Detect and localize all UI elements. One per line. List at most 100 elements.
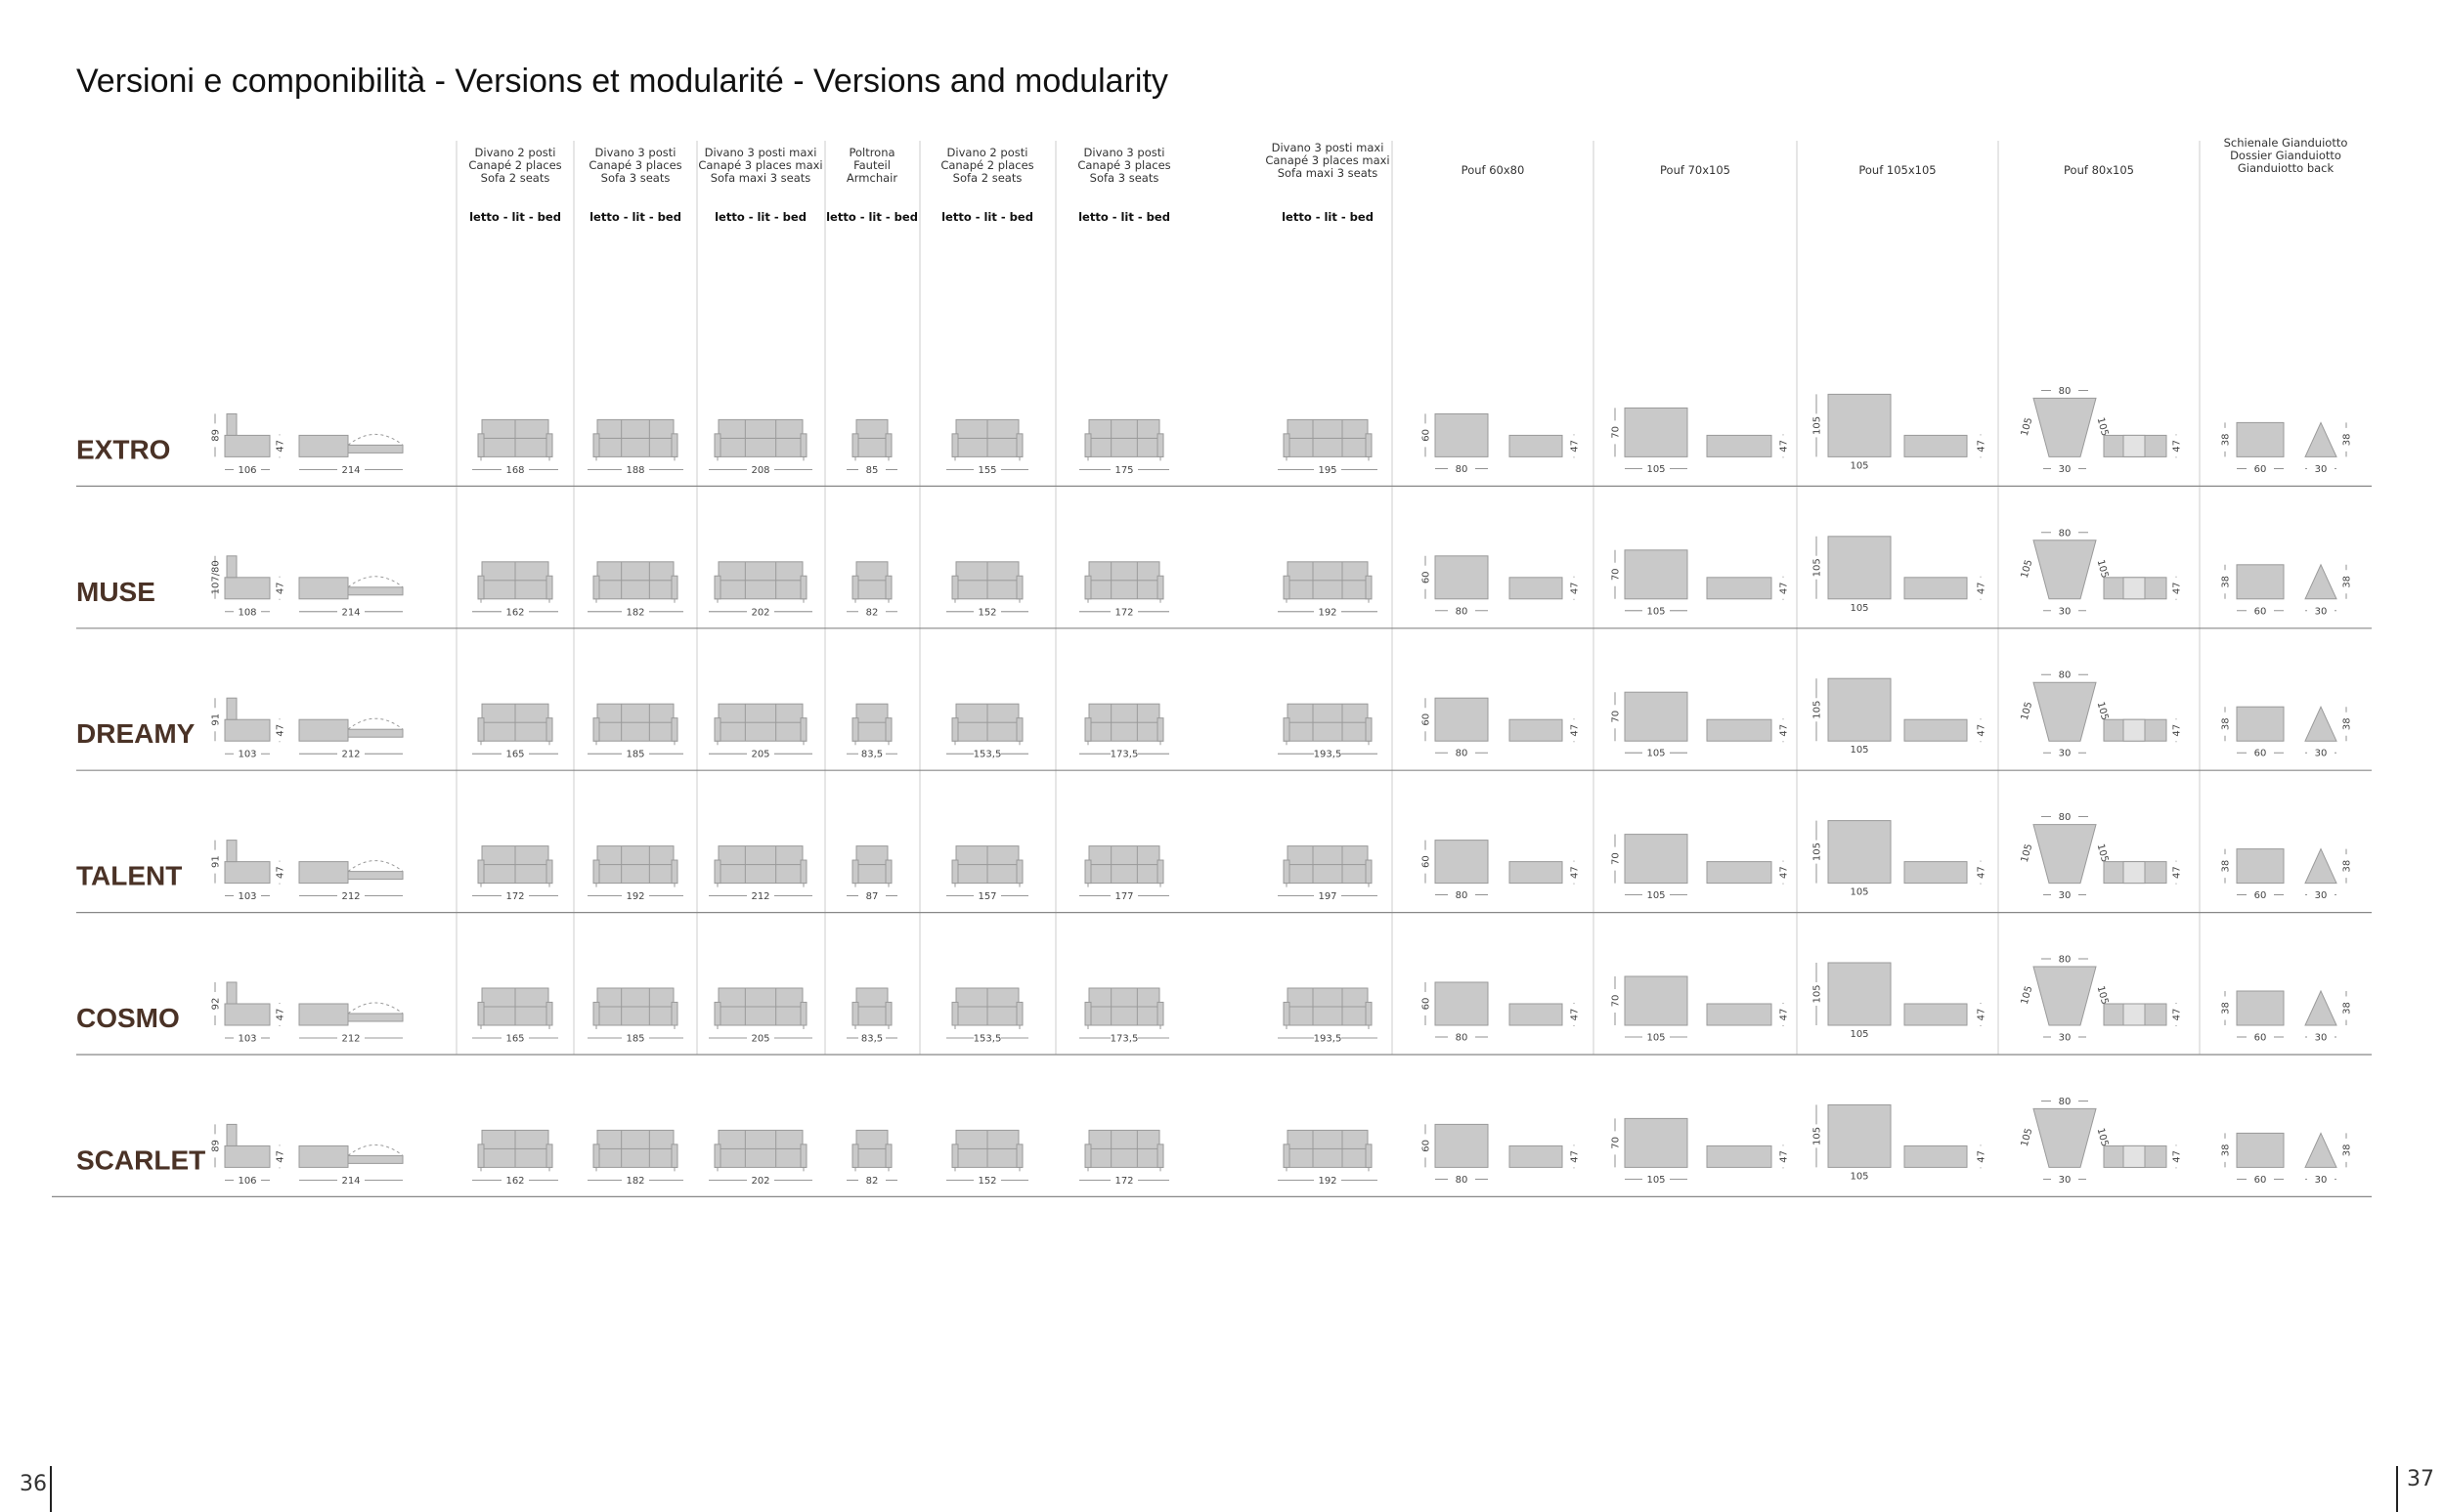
shape xyxy=(855,845,889,867)
dimension: 30 xyxy=(2315,606,2328,617)
shape xyxy=(1434,697,1489,742)
dimension: 60 xyxy=(1421,998,1432,1011)
shape xyxy=(1084,1006,1164,1026)
dimension: 80 xyxy=(2059,386,2072,397)
shape xyxy=(2122,1003,2146,1026)
shape xyxy=(1706,577,1772,600)
shape xyxy=(714,1147,807,1168)
shape xyxy=(2122,861,2146,885)
shape xyxy=(885,859,893,885)
dimension: 47 xyxy=(2172,582,2183,594)
dimension: 80 xyxy=(1456,464,1468,475)
model-name: TALENT xyxy=(76,861,182,891)
dimension: 195 xyxy=(1318,465,1336,476)
dimension: 103 xyxy=(238,750,256,760)
shape xyxy=(1624,975,1688,1026)
shape xyxy=(2304,989,2337,1026)
shape xyxy=(1706,434,1772,457)
dimension: 106 xyxy=(238,1176,256,1187)
shape xyxy=(1706,1145,1772,1168)
shape xyxy=(714,717,721,742)
shape xyxy=(477,575,485,600)
dimension: 47 xyxy=(1977,1009,1987,1021)
dimension: 47 xyxy=(1570,1150,1581,1163)
dimension: 47 xyxy=(2172,440,2183,453)
shape xyxy=(298,434,349,457)
shape xyxy=(2122,434,2146,457)
dimension: 182 xyxy=(626,607,644,618)
shape xyxy=(592,1006,678,1026)
shape xyxy=(714,433,721,457)
dimension: 205 xyxy=(751,1034,769,1045)
shape xyxy=(224,718,271,742)
shape xyxy=(1827,962,1892,1026)
dimension: 193,5 xyxy=(1314,750,1342,760)
dimension: 106 xyxy=(238,465,256,476)
shape xyxy=(1016,433,1024,457)
bed-arc xyxy=(347,1145,404,1156)
shape xyxy=(855,1129,889,1151)
dimension: 47 xyxy=(276,582,286,594)
shape xyxy=(1287,987,1369,1010)
shape xyxy=(1088,418,1160,441)
shape xyxy=(1084,1144,1092,1168)
dimension: 175 xyxy=(1114,465,1133,476)
column-header: Sofa 2 seats xyxy=(953,171,1023,185)
dimension: 172 xyxy=(505,891,524,902)
dimension: 162 xyxy=(505,607,524,618)
dimension: 38 xyxy=(2342,576,2353,588)
shape xyxy=(1016,1001,1024,1026)
shape xyxy=(2122,1145,2146,1168)
dimension: 83,5 xyxy=(861,750,883,760)
dimension: 60 xyxy=(2254,464,2267,475)
shape xyxy=(592,721,678,742)
shape xyxy=(2122,718,2146,742)
shape xyxy=(347,1013,404,1022)
shape xyxy=(2032,397,2097,457)
column-header: Canapé 2 places xyxy=(940,158,1033,172)
shape xyxy=(1157,433,1164,457)
dimension: 47 xyxy=(1570,582,1581,594)
shape xyxy=(1827,1103,1892,1168)
bed-arc xyxy=(347,434,404,446)
shape xyxy=(1903,577,1968,600)
shape xyxy=(477,1001,485,1026)
dimension: 208 xyxy=(751,465,769,476)
shape xyxy=(1084,433,1092,457)
shape xyxy=(546,1001,553,1026)
dimension: 60 xyxy=(1421,855,1432,868)
shape xyxy=(1084,721,1164,742)
shape xyxy=(1508,434,1563,457)
column-header: Dossier Gianduiotto xyxy=(2230,149,2341,162)
dimension: 47 xyxy=(1570,1009,1581,1021)
shape xyxy=(885,1001,893,1026)
dimension: 89 xyxy=(211,1140,222,1152)
dimension: 47 xyxy=(1779,866,1790,879)
dimension: 103 xyxy=(238,891,256,902)
shape xyxy=(224,434,271,457)
dimension: 47 xyxy=(276,1009,286,1021)
shape xyxy=(1365,859,1373,885)
dimension: 70 xyxy=(1611,426,1622,439)
shape xyxy=(592,717,600,742)
shape xyxy=(2236,848,2285,885)
shape xyxy=(2304,847,2337,885)
shape xyxy=(1287,845,1369,867)
dimension: 30 xyxy=(2059,1175,2072,1186)
shape xyxy=(592,580,678,600)
page-number: 36 xyxy=(20,1472,47,1496)
shape xyxy=(1084,1001,1092,1026)
shape xyxy=(1088,561,1160,583)
shape xyxy=(1016,717,1024,742)
dimension: 70 xyxy=(1611,711,1622,723)
dimension: 47 xyxy=(1779,440,1790,453)
column-header: Pouf 60x80 xyxy=(1462,163,1525,177)
shape xyxy=(800,1144,807,1168)
shape xyxy=(1283,859,1290,885)
bed-label: letto - lit - bed xyxy=(941,210,1033,224)
shape xyxy=(1434,981,1489,1026)
shape xyxy=(2032,1107,2097,1168)
shape xyxy=(1283,721,1373,742)
dimension: 60 xyxy=(2254,1175,2267,1186)
shape xyxy=(2236,1132,2285,1168)
